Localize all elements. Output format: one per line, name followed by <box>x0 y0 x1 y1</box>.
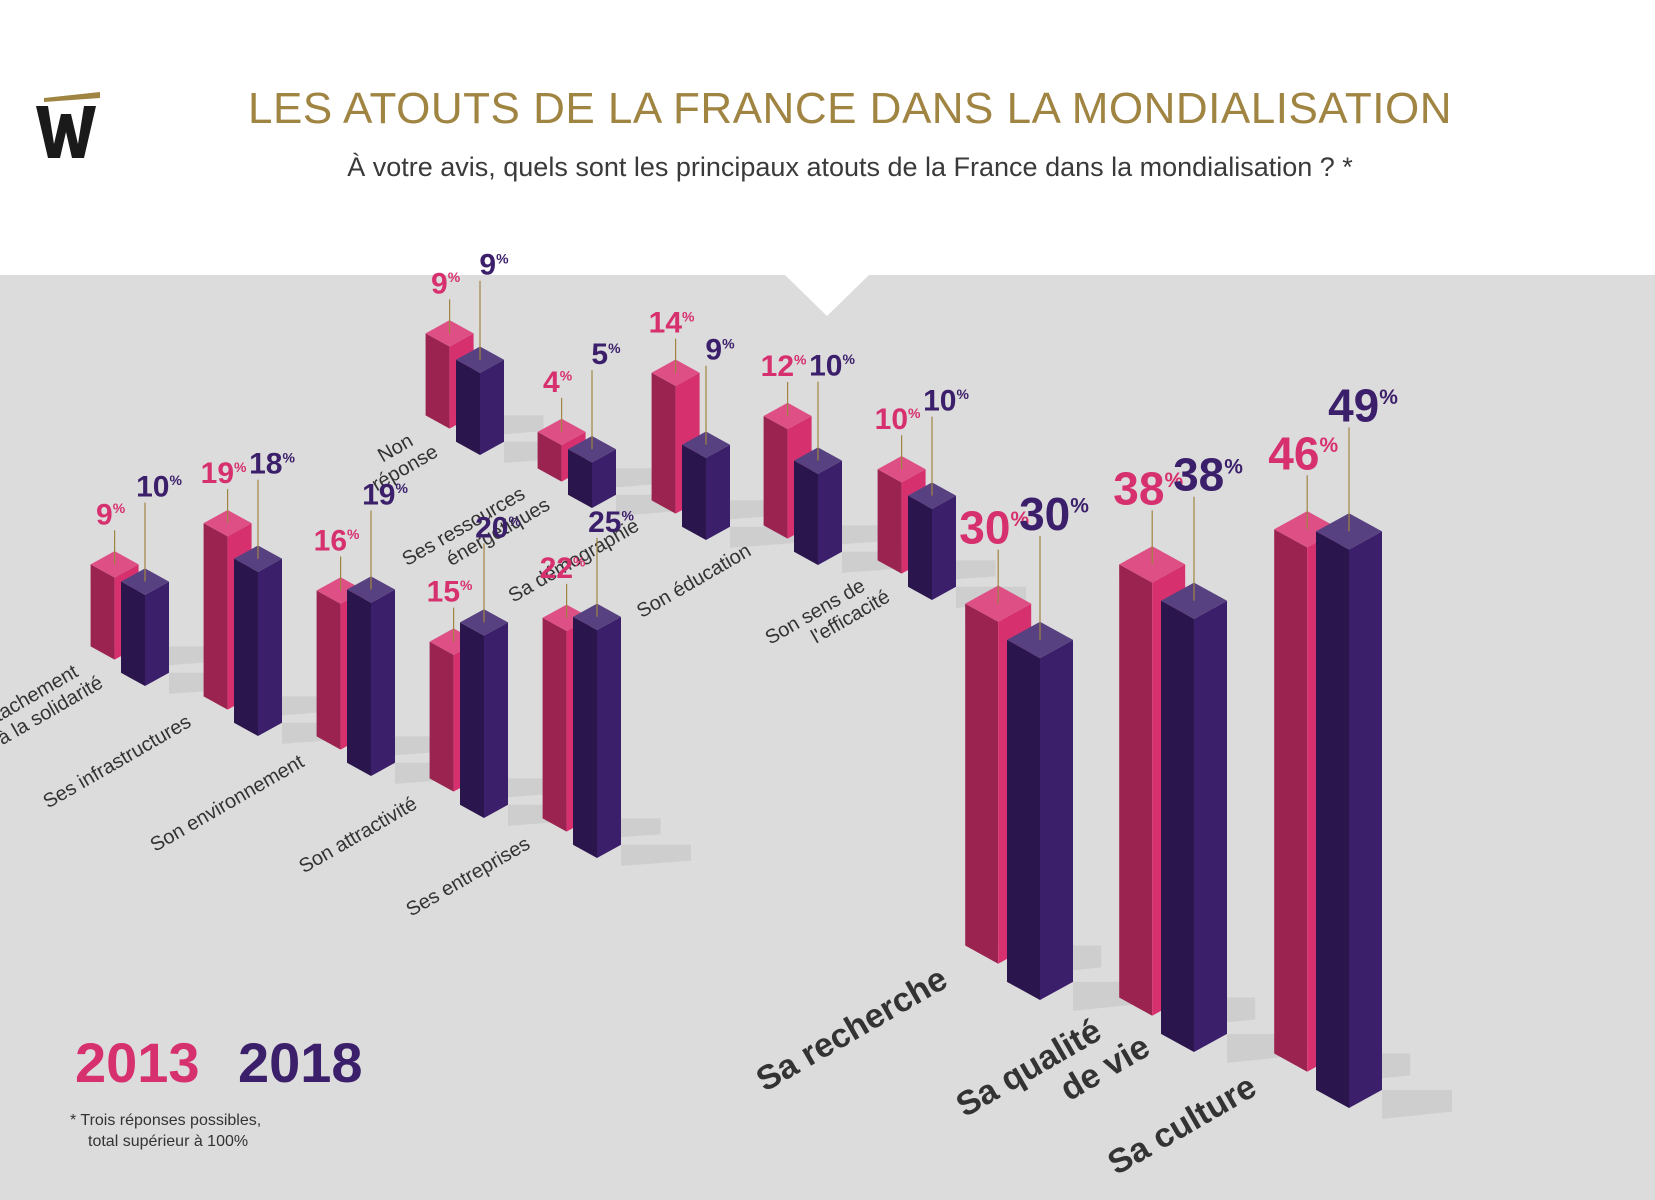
bar-2018 <box>1316 513 1452 1119</box>
footnote-line-1: * Trois réponses possibles, <box>70 1112 262 1129</box>
data-label-2018: 38% <box>1173 449 1243 501</box>
data-label-2013: 16% <box>314 525 360 558</box>
header: LES ATOUTS DE LA FRANCE DANS LA MONDIALI… <box>0 0 1655 275</box>
data-label-2018: 5% <box>591 338 621 371</box>
data-label-2013: 14% <box>649 307 695 340</box>
logo-icon <box>36 92 100 158</box>
footnote: * Trois réponses possibles, total supéri… <box>70 1110 261 1152</box>
data-label-2013: 30% <box>959 502 1029 554</box>
footnote-line-2: total supérieur à 100% <box>88 1133 249 1150</box>
data-label-2018: 20% <box>475 511 521 544</box>
data-label-2018: 9% <box>479 249 509 282</box>
bar-2018 <box>460 609 578 826</box>
data-label-2013: 12% <box>761 350 807 383</box>
bar-2018 <box>234 545 352 744</box>
data-label-2018: 9% <box>705 334 735 367</box>
data-label-2013: 22% <box>540 552 586 585</box>
bar-2018 <box>1007 621 1143 1011</box>
data-label-2018: 10% <box>923 385 969 418</box>
data-label-2018: 25% <box>588 506 634 539</box>
data-label-2013: 4% <box>543 366 573 399</box>
data-label-2018: 10% <box>809 350 855 383</box>
page-title: LES ATOUTS DE LA FRANCE DANS LA MONDIALI… <box>248 84 1452 133</box>
bar-2018 <box>573 603 691 866</box>
data-label-2013: 9% <box>96 498 126 531</box>
data-label-2013: 9% <box>431 267 461 300</box>
data-label-2013: 46% <box>1268 427 1338 479</box>
chart-background <box>0 275 1655 1200</box>
data-label-2018: 18% <box>249 448 295 481</box>
page-subtitle: À votre avis, quels sont les principaux … <box>347 152 1353 182</box>
data-label-2013: 10% <box>875 403 921 436</box>
data-label-2013: 38% <box>1113 462 1183 514</box>
legend-2018: 2018 <box>238 1031 363 1094</box>
data-label-2018: 30% <box>1019 488 1089 540</box>
data-label-2013: 19% <box>201 457 247 490</box>
data-label-2018: 49% <box>1328 379 1398 431</box>
data-label-2013: 15% <box>427 576 473 609</box>
data-label-2018: 10% <box>136 471 182 504</box>
legend-2013: 2013 <box>75 1031 200 1094</box>
bar-2018 <box>682 431 800 548</box>
data-label-2018: 19% <box>362 479 408 512</box>
